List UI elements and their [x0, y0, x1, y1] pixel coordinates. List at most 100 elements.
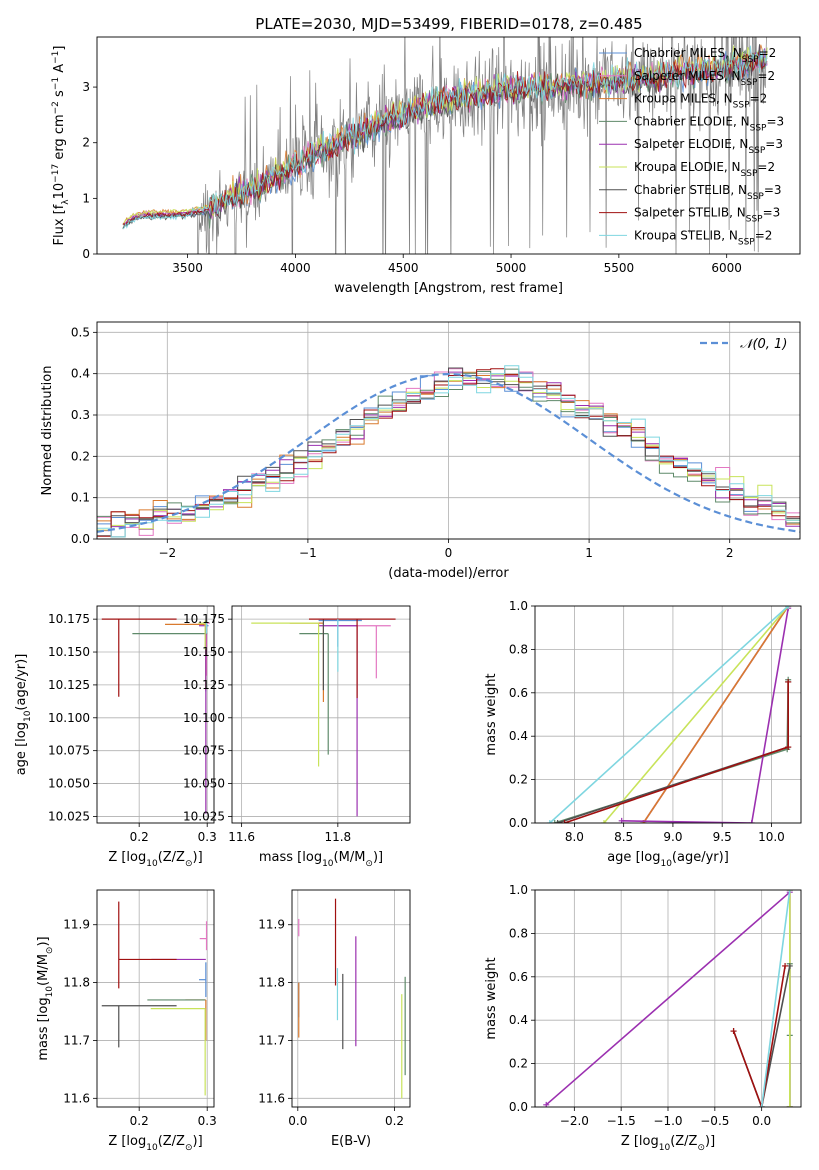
errorbar-kroupa-elodie — [251, 622, 320, 767]
errorbar-salpeter-stelib — [118, 901, 177, 989]
label-part: SSP — [748, 146, 765, 156]
legend-entry: 𝒩(0, 1) — [740, 337, 787, 352]
gaussian-curve — [97, 372, 800, 533]
plot-area — [298, 898, 406, 1099]
label-part: )] — [705, 1134, 715, 1149]
x-tick-label: 0.0 — [288, 1114, 307, 1128]
x-tick-label: 0.3 — [198, 830, 217, 844]
x-tick-label: 9.5 — [713, 830, 732, 844]
x-tick-label: −2.0 — [560, 1114, 589, 1128]
y-tick-label: 10.075 — [48, 744, 90, 758]
label-part: Salpeter ELODIE, N — [634, 137, 748, 151]
weight-marker — [786, 890, 793, 893]
y-tick-label: 0.6 — [509, 686, 528, 700]
weight-marker — [554, 820, 561, 823]
errorbar-salpeter-stelib — [101, 618, 177, 697]
label-part: SSP — [741, 78, 758, 88]
y-tick-label: 10.050 — [48, 777, 90, 791]
label-part: 10 — [322, 859, 334, 869]
label-part: Kroupa STELIB, N — [634, 228, 738, 242]
y-tick-label: 11.8 — [63, 976, 90, 990]
y-tick-label: 10.075 — [183, 744, 225, 758]
label-part: 10 — [45, 986, 55, 998]
y-axis-label: mass [log10(M/M⊙)] — [36, 936, 55, 1060]
axes-frame — [231, 605, 411, 824]
legend-entry: Salpeter STELIB, NSSP=3 — [634, 206, 780, 225]
x-axis-label: wavelength [Angstrom, rest frame] — [334, 281, 563, 296]
label-part: wavelength [Angstrom, rest frame] — [334, 281, 563, 296]
x-axis-label: age [log10(age/yr)] — [607, 850, 729, 869]
chart-mass_vs_Z: 0.2 0.311.611.711.811.9Z [log10(Z/Z⊙)]mas… — [36, 889, 217, 1153]
y-tick-label: 0.2 — [509, 773, 528, 787]
weight-marker — [546, 820, 553, 823]
x-tick-label: 11.6 — [228, 830, 255, 844]
errorbar-salpeter-miles — [199, 921, 208, 951]
axes-frame — [96, 36, 801, 255]
label-part: Normed distribution — [40, 366, 55, 496]
label-part: s — [52, 90, 67, 101]
x-tick-label: 2 — [726, 546, 734, 560]
x-axis-label: mass [log10(M/M⊙)] — [259, 850, 383, 869]
label-part: =2 — [750, 92, 768, 106]
label-part: SSP — [738, 237, 755, 247]
label-part: =2 — [759, 46, 777, 60]
y-tick-label: 0.5 — [71, 325, 90, 339]
label-part: ⊙ — [185, 1143, 193, 1153]
label-part: mass [log — [36, 997, 51, 1060]
weight-marker — [785, 678, 792, 685]
grid — [97, 890, 214, 1107]
weight-marker — [600, 820, 607, 823]
x-tick-label: 0.0 — [752, 1114, 771, 1128]
weight-line — [549, 606, 789, 823]
label-part: (data-model)/error — [388, 566, 509, 581]
y-tick-label: 10.125 — [48, 678, 90, 692]
label-part: ⊙ — [365, 859, 373, 869]
chart-age_vs_mass: 11.6 11.8 10.025 10.050 10.075 10.100 10.125 10… — [183, 605, 411, 869]
weight-series-salpeter-stelib — [730, 962, 789, 1107]
weight-series-kroupa-stelib — [546, 606, 792, 823]
x-tick-label: 0.2 — [130, 830, 149, 844]
label-part: age [log — [607, 850, 660, 865]
legend-entry: Chabrier STELIB, NSSP=3 — [634, 183, 782, 202]
chart-weight_vs_age: 8.0 8.5 9.0 9.5 10.0 0.0 0.2 0.4 0.6 0.8 1.0 age [l… — [484, 599, 802, 869]
errorbar-salpeter-stelib — [308, 618, 396, 699]
weight-marker — [782, 962, 789, 969]
label-part: (age/yr)] — [14, 654, 29, 711]
y-tick-label: 10.150 — [48, 645, 90, 659]
axes-frame — [96, 889, 215, 1108]
x-axis-label: Z [log10(Z/Z⊙)] — [108, 850, 202, 869]
label-part: age [log — [14, 722, 29, 775]
weight-line — [642, 606, 789, 823]
weight-marker — [748, 820, 755, 823]
weight-line — [760, 890, 791, 1107]
label-part: =3 — [764, 183, 782, 197]
weight-marker — [785, 744, 792, 751]
x-tick-label: −1.0 — [653, 1114, 682, 1128]
grid — [97, 606, 214, 823]
x-tick-label: −1 — [299, 546, 317, 560]
label-part: Z [log — [621, 1134, 659, 1149]
y-tick-label: 11.7 — [63, 1033, 90, 1047]
y-tick-label: 0.8 — [509, 926, 528, 940]
histogram-kroupa-stelib — [97, 365, 800, 539]
x-tick-label: 3500 — [172, 261, 203, 275]
axes-frame — [534, 605, 802, 824]
label-part: Chabrier ELODIE, N — [634, 114, 750, 128]
y-tick-label: 0.4 — [509, 729, 528, 743]
plot-area — [251, 618, 396, 817]
y-tick-label: 11.6 — [63, 1091, 90, 1105]
errorbar-chabrier-stelib — [101, 1005, 177, 1048]
model-line-kroupa-stelib — [122, 45, 768, 229]
label-part: ⊙ — [697, 1143, 705, 1153]
label-part: Z [log — [108, 850, 146, 865]
label-part: (Z/Z — [158, 850, 185, 865]
plot-area — [101, 618, 210, 814]
legend-entry: Chabrier MILES, NSSP=2 — [634, 46, 776, 65]
y-tick-label: 1 — [82, 191, 90, 205]
label-part: SSP — [746, 215, 763, 225]
label-part: 10 — [659, 1143, 671, 1153]
x-axis-label: (data-model)/error — [388, 566, 509, 581]
model-line-chabrier-stelib — [122, 44, 768, 230]
axes-frame — [534, 889, 802, 1108]
